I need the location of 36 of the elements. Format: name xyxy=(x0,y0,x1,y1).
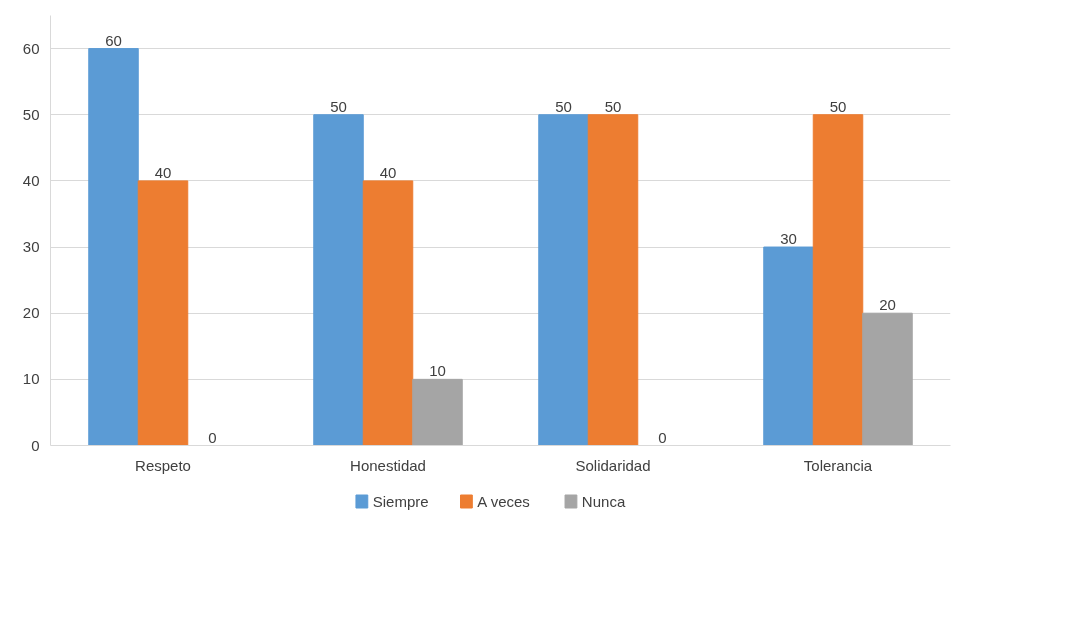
y-tick-label: 60 xyxy=(22,39,40,57)
x-tick-label: Honestidad xyxy=(350,456,426,474)
data-label: 50 xyxy=(555,97,572,115)
bar xyxy=(538,114,589,446)
bar xyxy=(313,114,364,446)
data-label: 50 xyxy=(829,97,847,115)
legend-label: Nunca xyxy=(581,493,626,510)
y-tick-label: 30 xyxy=(22,238,40,256)
data-label: 40 xyxy=(154,163,172,181)
data-label: 60 xyxy=(105,31,122,49)
bar xyxy=(812,114,864,446)
x-tick-label: Tolerancia xyxy=(803,456,873,474)
data-label: 30 xyxy=(780,230,797,248)
bar xyxy=(412,378,463,446)
legend-label: A veces xyxy=(477,493,530,510)
data-label: 10 xyxy=(429,362,446,380)
x-tick-label: Respeto xyxy=(135,456,191,474)
y-tick-label: 40 xyxy=(22,171,40,189)
data-label: 50 xyxy=(604,97,622,115)
bar xyxy=(88,48,139,446)
bar xyxy=(587,114,639,446)
data-label: 0 xyxy=(658,428,667,446)
data-label: 0 xyxy=(208,428,217,446)
data-label: 40 xyxy=(379,163,397,181)
y-tick-label: 0 xyxy=(31,436,40,454)
y-tick-label: 20 xyxy=(22,304,40,322)
bar xyxy=(862,312,913,446)
bar xyxy=(362,180,414,446)
bar xyxy=(763,246,814,446)
y-tick-label: 10 xyxy=(22,370,40,388)
data-label: 20 xyxy=(879,296,896,314)
x-tick-label: Solidaridad xyxy=(575,456,651,474)
legend-label: Siempre xyxy=(372,493,429,510)
bar xyxy=(137,180,189,446)
y-tick-label: 50 xyxy=(22,105,40,123)
data-label: 50 xyxy=(330,97,347,115)
